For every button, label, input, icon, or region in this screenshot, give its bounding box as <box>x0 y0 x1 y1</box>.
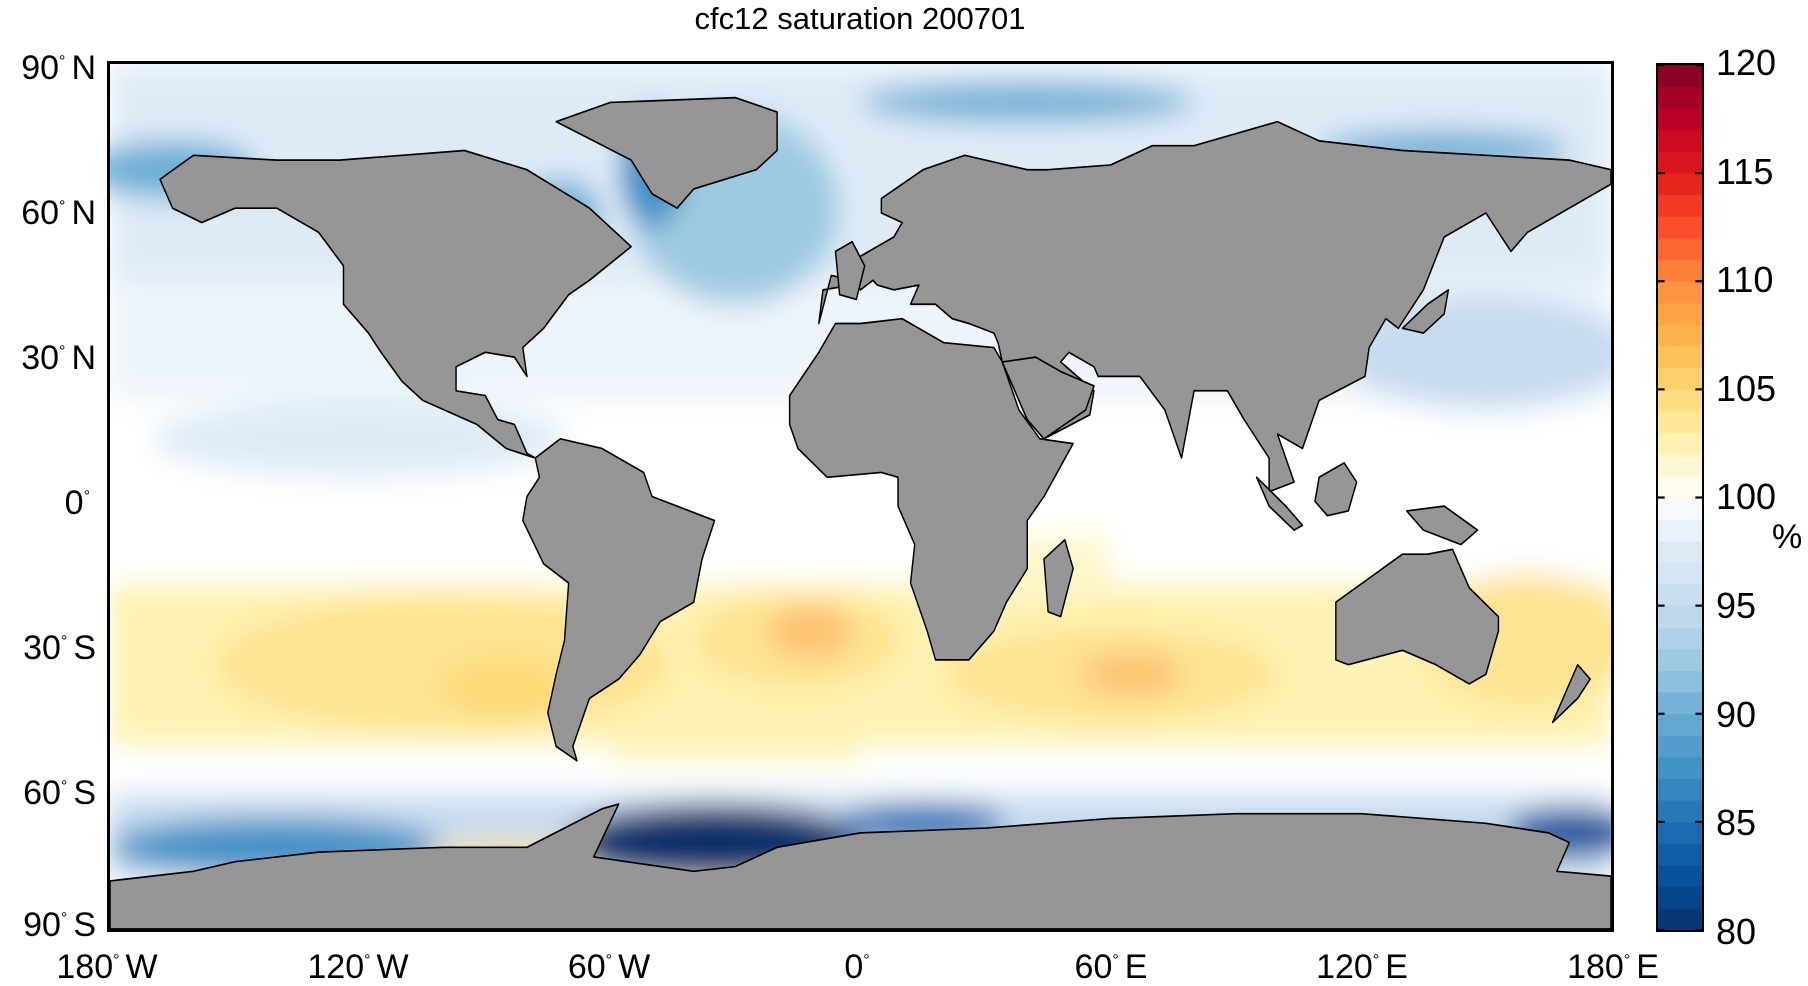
colorbar-step <box>1658 800 1702 823</box>
colorbar-unit: % <box>1772 518 1803 556</box>
new-zealand <box>1551 663 1591 724</box>
colorbar-step <box>1658 65 1702 88</box>
colorbar-step <box>1658 519 1702 542</box>
colorbar-step <box>1658 540 1702 563</box>
chart-title: cfc12 saturation 200701 <box>694 1 1026 36</box>
colorbar-step <box>1658 367 1702 390</box>
colorbar-step <box>1658 843 1702 866</box>
colorbar-step <box>1658 757 1702 780</box>
colorbar-step <box>1658 735 1702 758</box>
uk <box>834 240 866 301</box>
colorbar-step <box>1658 778 1702 801</box>
x-tick-60E: 60° E <box>1074 948 1148 986</box>
colorbar-step <box>1658 627 1702 650</box>
borneo <box>1314 462 1358 517</box>
colorbar-tick: 80 <box>1716 911 1757 952</box>
colorbar-step <box>1658 151 1702 174</box>
y-tick-0: 0° <box>64 484 90 522</box>
colorbar-step <box>1658 605 1702 628</box>
colorbar-step <box>1658 324 1702 347</box>
x-tick-120E: 120° E <box>1316 948 1408 986</box>
colorbar-step <box>1658 389 1702 412</box>
x-tick-180W: 180° W <box>56 948 158 986</box>
colorbar-step <box>1658 865 1702 888</box>
colorbar-step <box>1658 194 1702 217</box>
australia <box>1335 548 1500 685</box>
japan <box>1401 289 1450 334</box>
colorbar-tick: 120 <box>1716 42 1777 83</box>
colorbar-step <box>1658 713 1702 736</box>
arabia <box>1001 356 1095 440</box>
colorbar-step <box>1658 173 1702 196</box>
colorbar-tick: 100 <box>1716 476 1777 517</box>
y-tick-60S: 60° S <box>23 774 96 812</box>
colorbar-step <box>1658 497 1702 520</box>
x-tick-60W: 60° W <box>567 948 651 986</box>
y-tick-90S: 90° S <box>23 906 96 944</box>
greenland <box>555 96 778 210</box>
colorbar-step <box>1658 346 1702 369</box>
x-tick-0: 0° <box>844 948 870 986</box>
south-america <box>522 437 716 762</box>
colorbar-tick: 85 <box>1716 802 1757 843</box>
colorbar-step <box>1658 216 1702 239</box>
colorbar-step <box>1658 908 1702 930</box>
map-plot-area <box>107 61 1614 932</box>
colorbar <box>1656 63 1704 932</box>
y-tick-90N: 90° N <box>21 49 96 87</box>
colorbar-step <box>1658 432 1702 455</box>
y-tick-60N: 60° N <box>21 194 96 232</box>
y-tick-30N: 30° N <box>21 339 96 377</box>
land-masses <box>110 96 1611 929</box>
sumatra <box>1255 476 1304 531</box>
colorbar-step <box>1658 302 1702 325</box>
colorbar-step <box>1658 475 1702 498</box>
colorbar-step <box>1658 108 1702 131</box>
madagascar <box>1043 538 1074 618</box>
colorbar-tick: 115 <box>1716 151 1774 192</box>
x-tick-120W: 120° W <box>307 948 409 986</box>
new-guinea <box>1405 505 1479 546</box>
colorbar-step <box>1658 411 1702 434</box>
colorbar-step <box>1658 670 1702 693</box>
y-tick-30S: 30° S <box>23 629 96 667</box>
colorbar-step <box>1658 584 1702 607</box>
colorbar-step <box>1658 821 1702 844</box>
antarctica <box>110 803 1611 929</box>
colorbar-tick: 95 <box>1716 585 1757 626</box>
colorbar-step <box>1658 692 1702 715</box>
colorbar-step <box>1658 562 1702 585</box>
colorbar-step <box>1658 454 1702 477</box>
map-svg <box>110 64 1611 929</box>
colorbar-tick: 105 <box>1716 368 1777 409</box>
x-tick-180E: 180° E <box>1567 948 1659 986</box>
colorbar-tick: 90 <box>1716 694 1757 735</box>
colorbar-step <box>1658 259 1702 282</box>
africa <box>788 317 1074 661</box>
north-america <box>159 149 632 459</box>
colorbar-step <box>1658 129 1702 152</box>
colorbar-step <box>1658 238 1702 261</box>
eurasia <box>818 120 1611 493</box>
colorbar-step <box>1658 86 1702 109</box>
colorbar-step <box>1658 648 1702 671</box>
colorbar-step <box>1658 281 1702 304</box>
colorbar-step <box>1658 886 1702 909</box>
colorbar-tick: 110 <box>1716 259 1774 300</box>
colorbar-gradient <box>1658 65 1702 930</box>
